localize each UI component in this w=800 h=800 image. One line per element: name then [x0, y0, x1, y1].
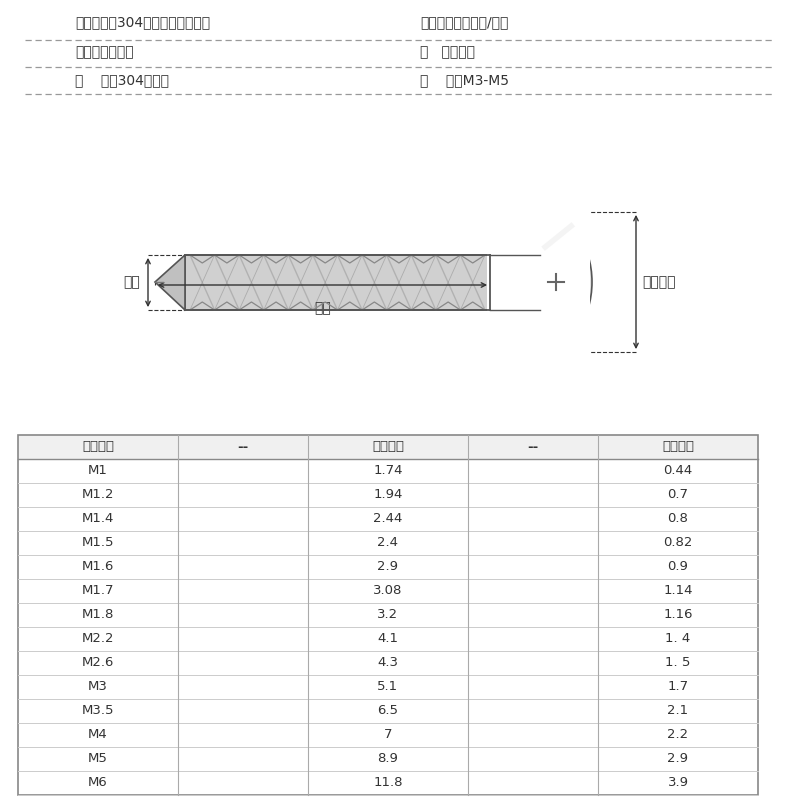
- Bar: [18, 435, 758, 459]
- Text: M1.5: M1.5: [82, 537, 114, 550]
- Text: 0.9: 0.9: [667, 561, 689, 574]
- Text: M1.2: M1.2: [82, 489, 114, 502]
- Text: 长度: 长度: [314, 301, 331, 315]
- Text: 规    格：M3-M5: 规 格：M3-M5: [420, 73, 509, 87]
- Text: 2.2: 2.2: [667, 729, 689, 742]
- Text: 0.82: 0.82: [663, 537, 693, 550]
- Text: 头部直径: 头部直径: [372, 441, 404, 454]
- Text: 头部厚度: 头部厚度: [662, 441, 694, 454]
- Text: 4.1: 4.1: [378, 633, 398, 646]
- Text: 1.16: 1.16: [663, 609, 693, 622]
- Text: 材    质：304不锈钢: 材 质：304不锈钢: [75, 73, 169, 87]
- Text: 7: 7: [384, 729, 392, 742]
- Text: 2.44: 2.44: [374, 513, 402, 526]
- Text: 0.7: 0.7: [667, 489, 689, 502]
- Text: 头部直径: 头部直径: [642, 275, 675, 289]
- Text: 3.2: 3.2: [378, 609, 398, 622]
- Text: M5: M5: [88, 753, 108, 766]
- Text: 2.9: 2.9: [667, 753, 689, 766]
- Text: 8.9: 8.9: [378, 753, 398, 766]
- Bar: [487, 207, 590, 357]
- Text: M2.6: M2.6: [82, 657, 114, 670]
- Text: M3: M3: [88, 681, 108, 694]
- Text: 3.08: 3.08: [374, 585, 402, 598]
- Text: --: --: [527, 441, 538, 454]
- Text: 0.44: 0.44: [663, 465, 693, 478]
- Bar: [185, 255, 490, 310]
- Text: --: --: [238, 441, 249, 454]
- Text: 6.5: 6.5: [378, 705, 398, 718]
- Text: 1. 4: 1. 4: [666, 633, 690, 646]
- Text: 0.8: 0.8: [667, 513, 689, 526]
- Text: M1.6: M1.6: [82, 561, 114, 574]
- Text: 4.3: 4.3: [378, 657, 398, 670]
- Text: 5.1: 5.1: [378, 681, 398, 694]
- Text: 2.9: 2.9: [378, 561, 398, 574]
- Bar: [18, 435, 758, 795]
- Text: 包装说明：塑料袋/纸盒: 包装说明：塑料袋/纸盒: [420, 15, 508, 29]
- Text: 产品规格: 产品规格: [82, 441, 114, 454]
- Text: 1.74: 1.74: [374, 465, 402, 478]
- Text: M1.4: M1.4: [82, 513, 114, 526]
- Text: 1. 5: 1. 5: [666, 657, 690, 670]
- Text: 标   准：国标: 标 准：国标: [420, 45, 475, 59]
- Text: M1.8: M1.8: [82, 609, 114, 622]
- Text: 头部厚度: 头部厚度: [531, 275, 565, 289]
- Text: 11.8: 11.8: [374, 777, 402, 790]
- Text: M3.5: M3.5: [82, 705, 114, 718]
- Text: 1.94: 1.94: [374, 489, 402, 502]
- Text: 直径: 直径: [123, 275, 140, 290]
- Text: 表面处理：如图: 表面处理：如图: [75, 45, 134, 59]
- Text: 2.4: 2.4: [378, 537, 398, 550]
- Text: M1: M1: [88, 465, 108, 478]
- Text: 商品名称：304不锈钢圆头自攻钉: 商品名称：304不锈钢圆头自攻钉: [75, 15, 210, 29]
- Text: 2.1: 2.1: [667, 705, 689, 718]
- Text: 1.7: 1.7: [667, 681, 689, 694]
- Text: 3.9: 3.9: [667, 777, 689, 790]
- Ellipse shape: [488, 212, 592, 352]
- Text: M2.2: M2.2: [82, 633, 114, 646]
- Text: M6: M6: [88, 777, 108, 790]
- Text: 1.14: 1.14: [663, 585, 693, 598]
- Text: M4: M4: [88, 729, 108, 742]
- Text: M1.7: M1.7: [82, 585, 114, 598]
- Polygon shape: [155, 255, 185, 310]
